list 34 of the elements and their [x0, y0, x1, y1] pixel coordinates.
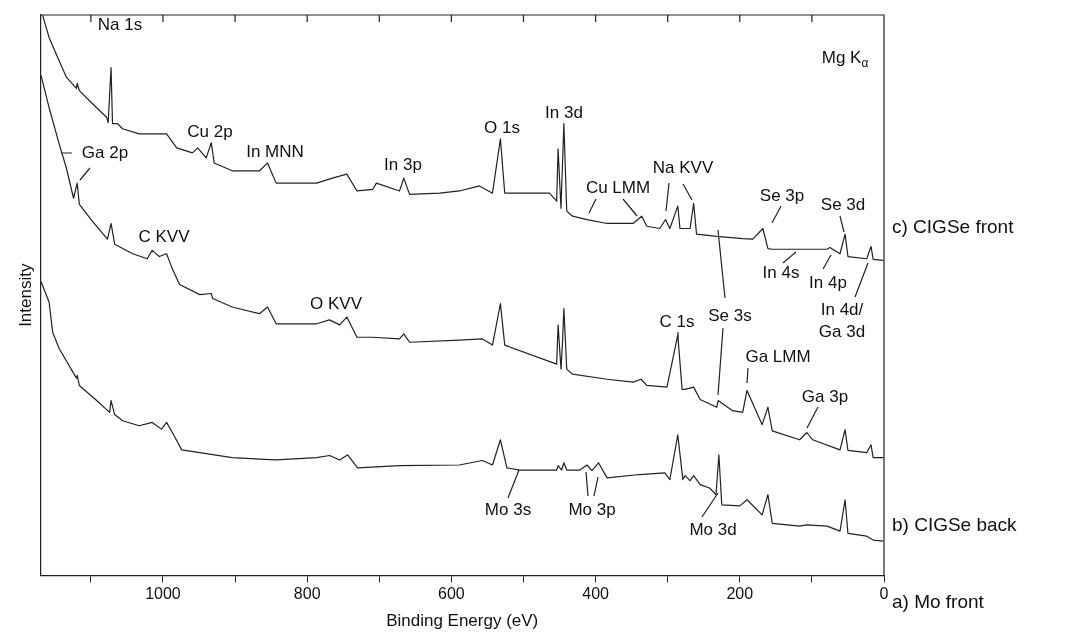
annotation: O KVV	[310, 293, 363, 313]
annotation: C KVV	[138, 226, 191, 246]
series-label: c) CIGSe front	[892, 215, 1015, 237]
annotation: In 4s	[762, 262, 800, 282]
x-tick-label: 0	[879, 585, 889, 603]
annotation: In 3p	[384, 154, 422, 174]
annotation: O 1s	[484, 117, 520, 137]
x-tick-label: 800	[293, 585, 321, 603]
annotation: Se 3p	[759, 185, 805, 205]
annotation: Cu LMM	[585, 177, 651, 197]
annotation: Se 3d	[820, 194, 866, 214]
annotation: Na KVV	[652, 157, 714, 177]
annotation: C 1s	[659, 311, 695, 331]
annotation: In 3d	[545, 102, 583, 122]
annotation: Mo 3s	[484, 499, 532, 519]
x-axis-title: Binding Energy (eV)	[386, 611, 539, 631]
x-tick-label: 400	[582, 585, 610, 603]
x-tick-label: 200	[726, 585, 754, 603]
text: b) CIGSe back	[892, 513, 1018, 535]
annotation: Ga LMM	[745, 346, 811, 366]
x-tick-label: 1000	[145, 585, 181, 603]
x-tick-label: 600	[438, 585, 465, 603]
annotation: Mo 3d	[689, 519, 737, 539]
annotation: Na 1s	[97, 14, 143, 34]
text: a) Mo front	[892, 591, 985, 613]
annotation: Cu 2p	[187, 121, 233, 141]
annotation: Se 3s	[708, 305, 752, 325]
annotation: In MNN	[246, 141, 304, 161]
annotation: Ga 3p	[801, 386, 849, 406]
annotation: In 4d/ Ga 3d	[818, 299, 866, 341]
y-axis-title: Intensity	[15, 263, 35, 327]
annotation: In 4p	[809, 272, 847, 292]
annotation: Ga 2p	[81, 142, 129, 162]
annotation: Mo 3p	[568, 499, 616, 519]
